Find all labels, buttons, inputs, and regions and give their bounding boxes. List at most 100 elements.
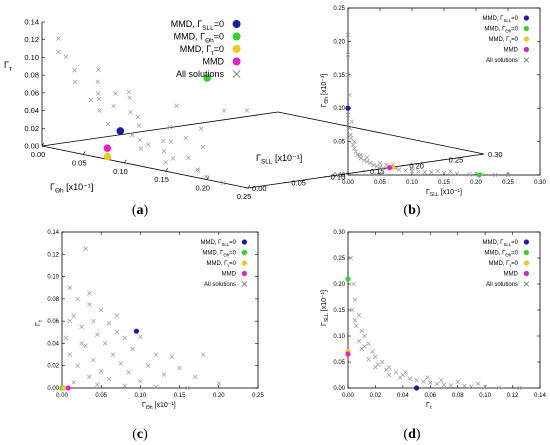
solution-point: [163, 160, 168, 165]
solution-point: [105, 121, 111, 127]
solution-point: [161, 138, 166, 144]
legend-label: MMD, ΓΘh=0: [484, 27, 518, 34]
legend-label: MMD, ΓΘh=0: [484, 251, 518, 258]
x-tick-label: 0.06: [424, 393, 436, 399]
x-tick-label: 0.20: [470, 180, 482, 186]
point-mmd-h-0: [345, 276, 351, 282]
solution-point: [71, 380, 77, 385]
legend-label: All solutions: [176, 69, 225, 79]
y-tick-label: 0.15: [333, 308, 345, 314]
solution-point: [71, 313, 77, 318]
solution-point: [428, 170, 434, 175]
x-tick-label: 0.10: [406, 180, 418, 186]
legend-marker: [241, 270, 247, 277]
plot-frame: [347, 7, 541, 176]
x-tick-label: 0.15: [154, 175, 169, 184]
point-mmd-sll-0: [345, 105, 351, 111]
solution-point: [67, 285, 73, 290]
y-axis-label: ΓΘh [x10⁻¹]: [321, 74, 330, 108]
solution-point: [492, 172, 498, 178]
solution-point: [83, 343, 88, 348]
y-tick-label: 0.08: [47, 297, 59, 303]
solution-point: [95, 79, 101, 84]
solution-point: [373, 354, 378, 360]
solution-point: [126, 89, 132, 95]
legend-label: MMD, ΓSLL=0: [171, 19, 224, 32]
solution-point: [348, 255, 353, 261]
solution-point: [135, 114, 141, 120]
y-tick-label: 0.30: [488, 150, 503, 159]
x-tick-label: 0.00: [31, 150, 46, 159]
y-tick-label: 0.15: [333, 73, 345, 79]
solution-point: [169, 354, 175, 360]
solution-point: [146, 142, 151, 147]
solution-point: [469, 384, 474, 389]
solution-point: [130, 132, 135, 138]
z-tick-label: 0.04: [24, 106, 39, 115]
solution-point: [416, 169, 421, 174]
solution-point: [91, 318, 96, 324]
solution-point: [88, 97, 94, 103]
solution-point: [79, 324, 84, 329]
solution-point: [87, 302, 92, 307]
legend-label: MMD, ΓSLL=0: [483, 240, 519, 247]
solution-point: [348, 132, 353, 138]
legend-label: MMD, Γτ=0: [488, 37, 518, 44]
legend-label: MMD: [504, 272, 519, 278]
z-tick-label: 0.10: [24, 53, 39, 62]
solution-point: [170, 156, 176, 161]
solution-point: [371, 162, 376, 168]
solution-point: [185, 385, 190, 391]
legend-marker: [523, 15, 530, 21]
x-axis-label: ΓΘh [x10⁻¹]: [142, 402, 176, 411]
solution-point: [145, 363, 151, 368]
legend-marker: [232, 20, 241, 28]
solution-point: [79, 341, 84, 346]
x-tick-label: 0.05: [72, 158, 87, 167]
point-mmd: [65, 385, 71, 391]
solution-point: [95, 91, 101, 96]
solution-point: [200, 352, 206, 357]
z-tick-label: 0.14: [24, 18, 39, 27]
solution-point: [345, 52, 351, 58]
solution-point: [359, 328, 364, 334]
solution-point: [364, 159, 370, 164]
solution-point: [168, 139, 174, 144]
legend-marker: [523, 249, 530, 256]
legend-label: All solutions: [486, 58, 518, 64]
data-points: [56, 36, 250, 186]
x-tick-label: 0.25: [237, 192, 252, 201]
legend-marker: [523, 46, 530, 53]
panel-d-legend: MMD, ΓSLL=0 MMD, ΓΘh=0 MMD, Γτ=0 MMD All sol…: [483, 239, 530, 288]
point-mmd-0: [60, 385, 67, 391]
solution-point: [393, 370, 399, 375]
x-axis-line: [41, 145, 249, 189]
solution-point: [113, 91, 118, 96]
solution-point: [361, 158, 367, 163]
solution-point: [174, 103, 179, 109]
z-tick-label: 0.02: [24, 124, 39, 133]
solution-point: [216, 381, 222, 386]
y-tick-label: 0.00: [333, 386, 345, 392]
y-tick-label: 0.30: [333, 230, 345, 236]
solution-point: [352, 139, 357, 144]
panel-b-legend: MMD, ΓSLL=0 MMD, ΓΘh=0 MMD, Γτ=0 MMD All sol…: [483, 15, 530, 64]
y-tick-label: 0.20: [333, 282, 345, 288]
solution-point: [377, 160, 383, 166]
solution-point: [98, 369, 104, 374]
solution-point: [126, 370, 131, 375]
solution-point: [364, 155, 370, 160]
solution-point: [435, 168, 440, 174]
solution-point: [441, 382, 447, 388]
legend-marker: [523, 36, 530, 42]
solution-point: [221, 108, 227, 113]
solution-point: [122, 383, 127, 389]
solution-point: [183, 135, 189, 141]
legend-marker: [523, 25, 530, 32]
solution-point: [138, 334, 143, 339]
solution-point: [67, 318, 73, 324]
panel-c-legend: MMD, ΓSLL=0 MMD, ΓΘh=0 MMD, Γτ=0 MMD All sol…: [201, 239, 248, 288]
solution-point: [397, 375, 403, 380]
solution-point: [352, 318, 358, 323]
